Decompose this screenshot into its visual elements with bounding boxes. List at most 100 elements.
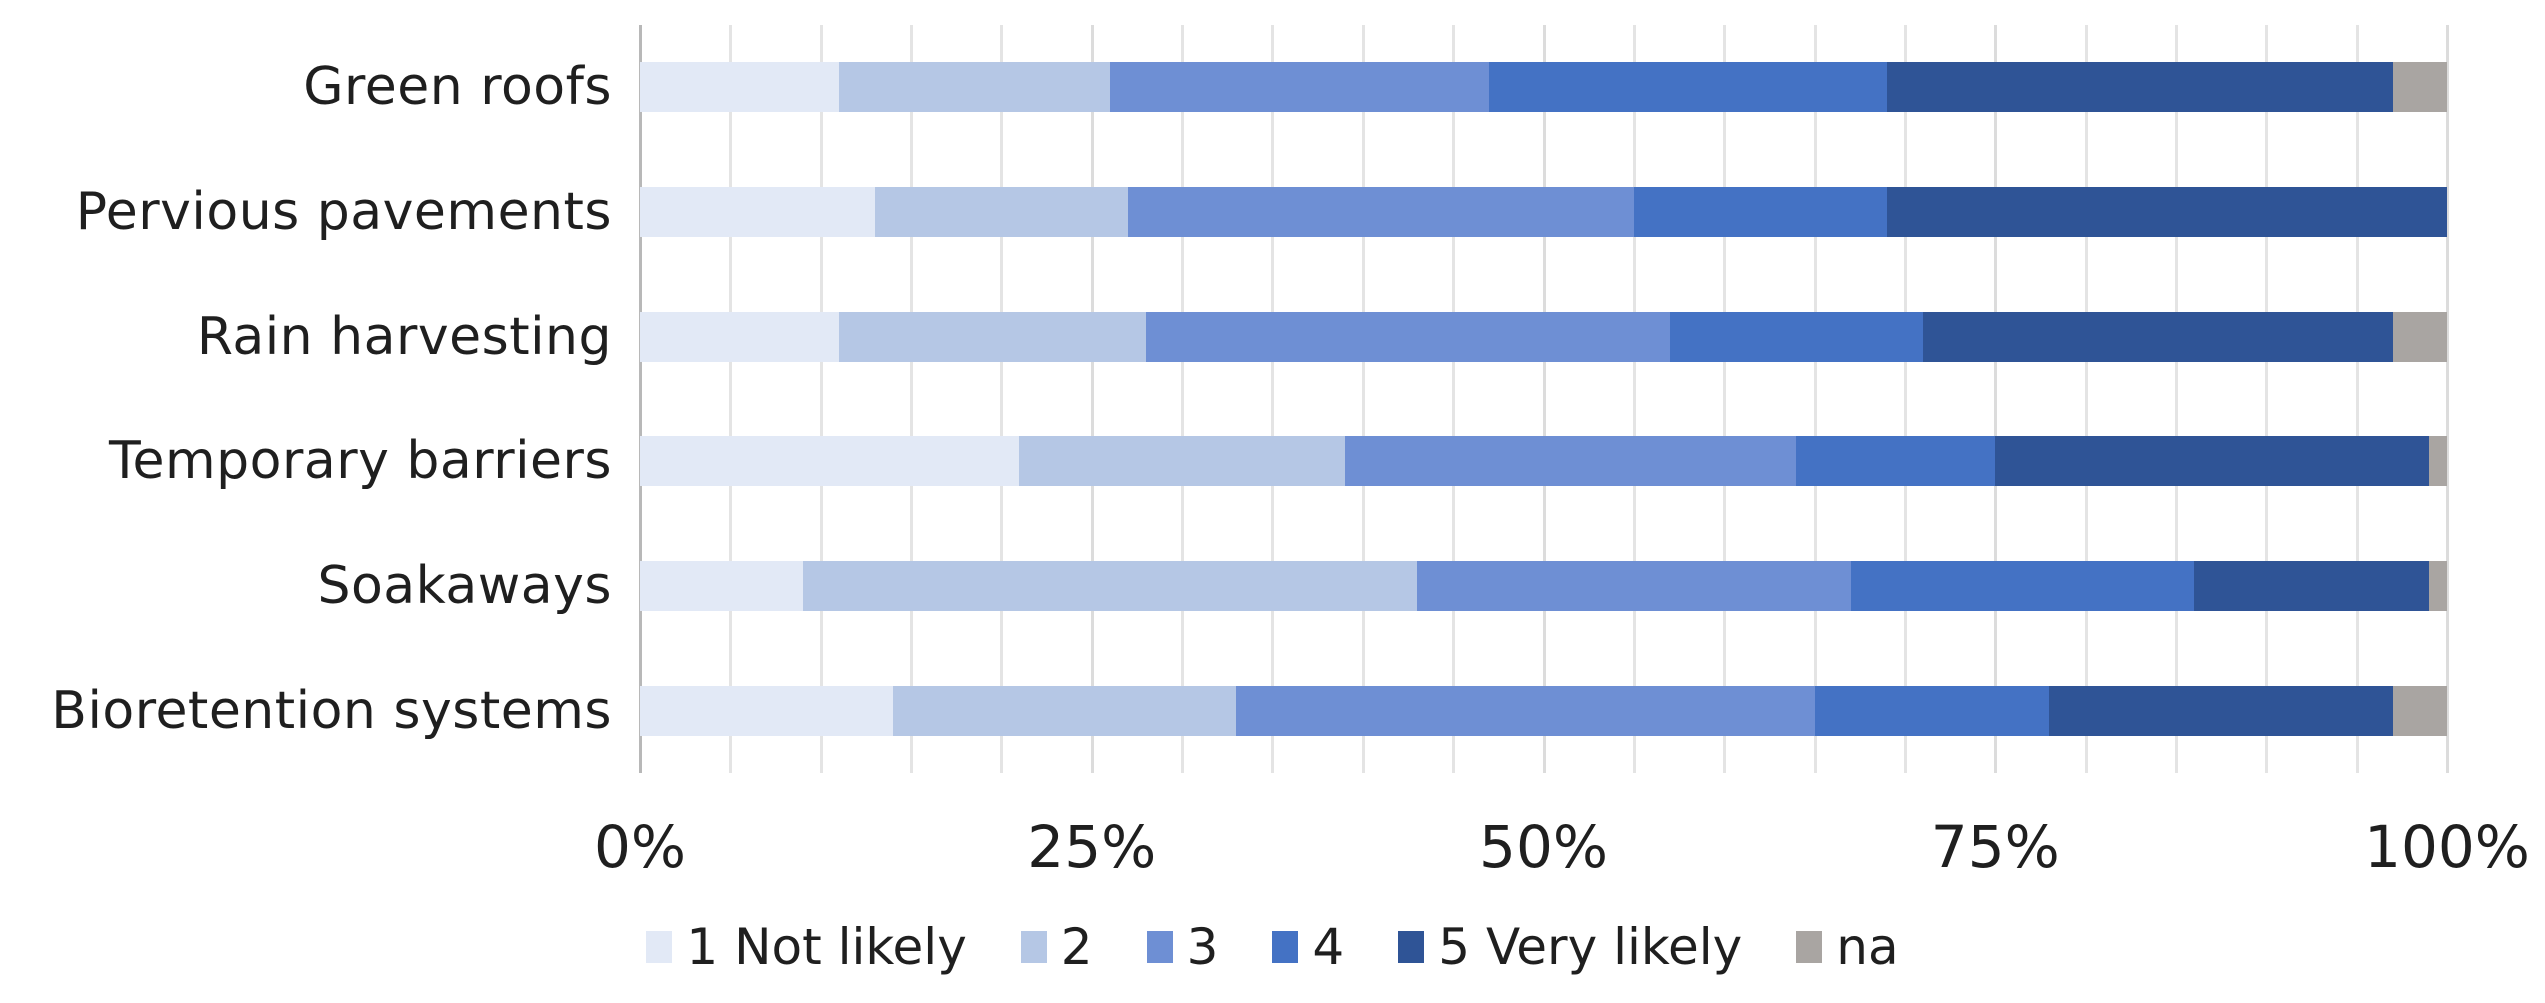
legend: 1 Not likely 2 3 4 5 Very likely na [0,922,2545,972]
bar-rows [640,25,2447,773]
bar-segment [2428,561,2447,612]
bar-segment [802,561,1417,612]
gridline [2355,25,2359,773]
bar-segment [1019,436,1345,487]
x-axis: 0% 25% 50% 75% 100% [594,812,2530,882]
gridline [1813,25,1817,773]
stacked-bar [640,311,2447,362]
gridline [1632,25,1636,773]
bar-segment [838,311,1146,362]
stacked-bar [640,685,2447,736]
bar-segment [2194,561,2429,612]
gridline [819,25,823,773]
legend-label: 4 [1312,918,1345,976]
axis-line [639,25,642,773]
x-tick-label: 0% [593,813,687,881]
legend-item: 4 [1272,922,1344,972]
stacked-bar [640,436,2447,487]
gridline [910,25,914,773]
legend-item: 5 Very likely [1398,922,1742,972]
bar-segment [640,685,893,736]
bar-row [640,648,2447,773]
bar-segment [640,187,875,237]
stacked-bar [640,62,2447,113]
gridline [1090,25,1094,773]
bar-row [640,399,2447,524]
legend-swatch [1796,931,1823,963]
stacked-bar [640,187,2447,237]
bar-segment [1922,311,2393,362]
gridline [2084,25,2088,773]
gridline [1723,25,1727,773]
bar-segment [1633,187,1887,237]
bar-segment [2392,685,2447,736]
legend-label: 5 Very likely [1438,918,1743,976]
category-label: Rain harvesting [196,306,612,367]
gridline [1542,25,1546,773]
bar-segment [1489,62,1887,113]
bar-segment [1344,436,1797,487]
category-label: Temporary barriers [109,431,612,492]
bar-segment [892,685,1237,736]
legend-swatch [646,931,673,963]
bar-row [640,25,2447,150]
legend-item: 2 [1020,918,1093,976]
bar-segment [2392,62,2447,113]
bar-segment [1109,62,1490,113]
gridline [1994,25,1998,773]
bar-segment [640,311,839,362]
bar-segment [1145,311,1670,362]
bar-segment [2049,685,2393,736]
bar-segment [1417,561,1851,612]
gridline [2446,25,2449,773]
bar-segment [1850,561,2194,612]
bar-segment [874,187,1128,237]
bar-segment [2428,436,2447,487]
category-label: Pervious pavements [75,182,612,242]
category-axis: Green roofs Pervious pavements Rain harves… [0,25,612,773]
legend-label: 2 [1060,918,1093,976]
gridline [1181,25,1185,773]
gridline [729,25,733,773]
legend-label: na [1836,918,1899,976]
bar-segment [1886,187,2447,237]
gridlines [639,25,2449,773]
stacked-bar [640,561,2447,612]
bar-segment [640,561,803,612]
legend-item: na [1796,918,1899,976]
plot-area [639,25,2449,773]
legend-swatch [1272,931,1299,963]
legend-label: 3 [1186,918,1219,976]
gridline [2265,25,2269,773]
bar-segment [1669,311,1923,362]
gridline [1903,25,1907,773]
legend-swatch [1398,931,1425,963]
gridline [1271,25,1275,773]
category-label: Bioretention systems [51,680,612,741]
category-label: Soakaways [317,556,612,617]
gridline [2174,25,2178,773]
bar-segment [1814,685,2050,736]
category-label: Green roofs [303,57,612,118]
x-tick-label: 50% [1479,813,1608,881]
legend-item: 3 [1146,918,1219,976]
x-tick-label: 25% [1027,813,1157,881]
x-tick-label: 75% [1930,813,2060,881]
bar-segment [640,436,1020,487]
legend-label: 1 Not likely [686,918,967,976]
bar-segment [838,62,1110,113]
bar-segment [640,62,839,113]
gridline [1452,25,1456,773]
bar-segment [1236,685,1815,736]
bar-row [640,274,2447,399]
legend-swatch [1020,931,1047,963]
gridline [1000,25,1004,773]
legend-swatch [1146,931,1173,963]
bar-segment [1995,436,2429,487]
bar-row [640,150,2447,275]
bar-segment [1796,436,1996,487]
legend-item: 1 Not likely [646,918,967,976]
gridline [1361,25,1365,773]
bar-row [640,524,2447,649]
